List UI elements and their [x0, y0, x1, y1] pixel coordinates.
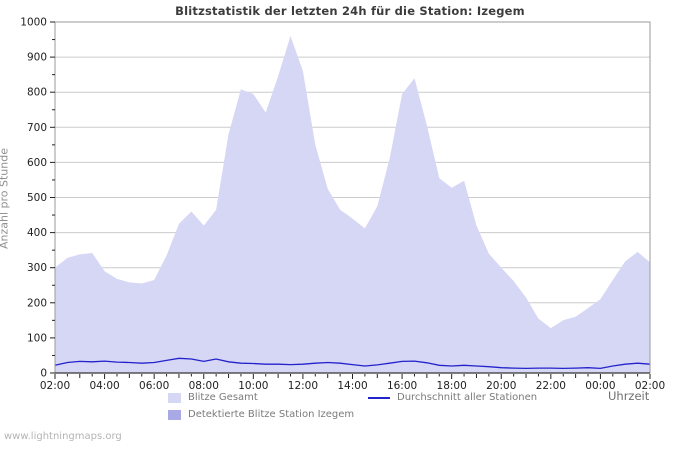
y-tick-label: 800 — [27, 87, 47, 99]
y-tick-label: 600 — [27, 157, 47, 169]
watermark-link[interactable]: www.lightningmaps.org — [4, 431, 122, 442]
y-tick-label: 500 — [27, 192, 47, 204]
legend-item-detected: Detektierte Blitze Station Izegem — [168, 409, 354, 420]
y-tick-label: 300 — [27, 262, 47, 274]
average-line — [54, 357, 651, 370]
x-tick-label: 20:00 — [486, 380, 516, 392]
x-axis-title: Uhrzeit — [608, 389, 650, 403]
detected-area-swatch — [168, 409, 181, 420]
x-tick-label: 14:00 — [337, 380, 367, 392]
x-tick-label: 10:00 — [238, 380, 268, 392]
x-tick-label: 04:00 — [89, 380, 119, 392]
x-tick-label: 02:00 — [40, 380, 70, 392]
chart-title: Blitzstatistik der letzten 24h für die S… — [175, 4, 525, 18]
area-blitze-gesamt — [55, 36, 650, 373]
y-tick-label: 200 — [27, 297, 47, 309]
x-tick-label: 06:00 — [139, 380, 169, 392]
x-tick-label: 02:00 — [635, 380, 665, 392]
legend-label-total: Blitze Gesamt — [188, 392, 258, 403]
x-tick-label: 18:00 — [437, 380, 467, 392]
x-tick-label: 22:00 — [536, 380, 566, 392]
y-tick-label: 0 — [40, 368, 47, 380]
x-tick-label: 12:00 — [288, 380, 318, 392]
x-tick-label: 16:00 — [387, 380, 417, 392]
y-tick-label: 900 — [27, 52, 47, 64]
x-tick-label: 00:00 — [585, 380, 615, 392]
line-durchschnitt — [54, 357, 651, 370]
average-line-swatch — [368, 396, 390, 399]
y-tick-label: 1000 — [20, 17, 47, 29]
total-area-swatch — [168, 392, 181, 403]
y-tick-label: 100 — [27, 332, 47, 344]
x-tick-label: 08:00 — [189, 380, 219, 392]
axis-ticks — [50, 21, 651, 379]
legend-label-average: Durchschnitt aller Stationen — [397, 392, 538, 403]
legend-item-average: Durchschnitt aller Stationen — [368, 392, 537, 403]
axis-tick-labels: 02:00 04:00 06:00 08:00 10:00 12:00 14:00 16:00… — [20, 17, 665, 393]
legend-item-total: Blitze Gesamt — [168, 392, 258, 403]
legend-label-detected: Detektierte Blitze Station Izegem — [188, 409, 355, 420]
y-tick-label: 700 — [27, 122, 47, 134]
series-areas — [55, 36, 650, 373]
y-tick-label: 400 — [27, 227, 47, 239]
